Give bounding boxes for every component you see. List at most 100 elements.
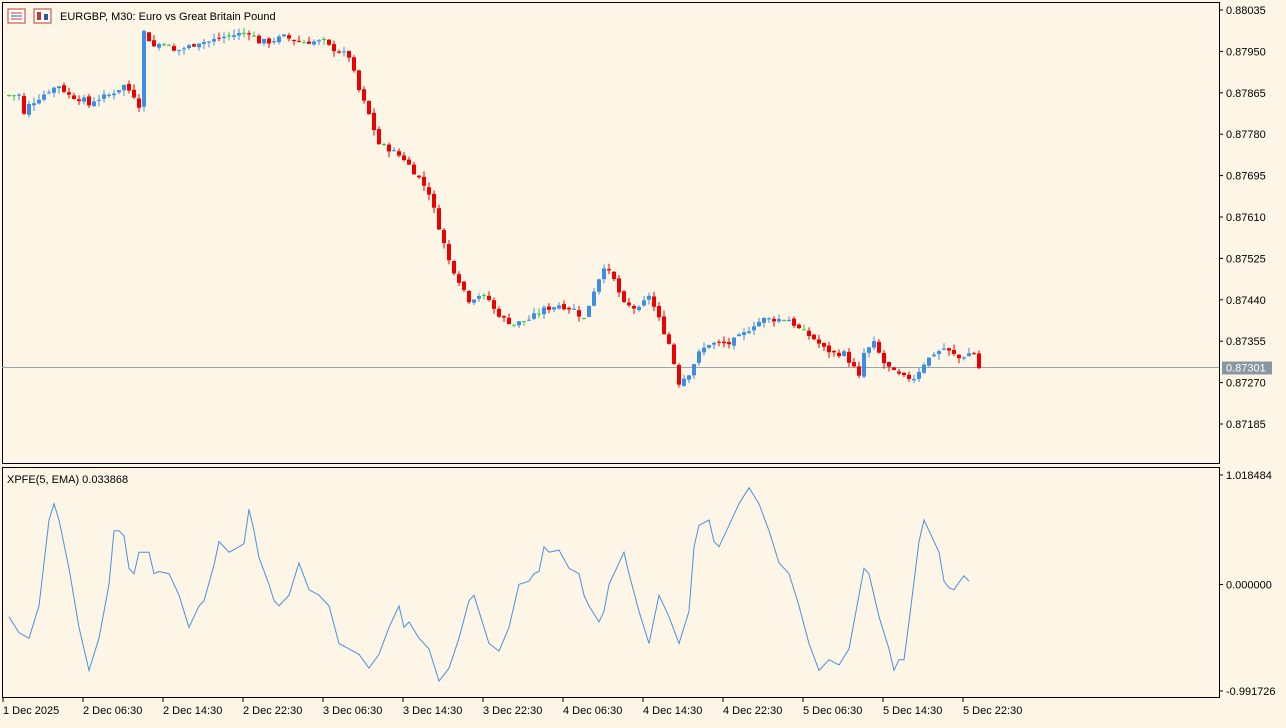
candle[interactable] (507, 313, 511, 325)
candle[interactable] (152, 35, 156, 48)
candle[interactable] (517, 321, 521, 329)
candle[interactable] (312, 39, 316, 46)
candle[interactable] (772, 316, 776, 327)
candle[interactable] (552, 306, 556, 313)
candle[interactable] (257, 33, 261, 44)
xpfe-line[interactable] (8, 486, 970, 683)
candle[interactable] (757, 317, 761, 327)
candle[interactable] (202, 38, 206, 50)
candle[interactable] (217, 32, 221, 42)
candle[interactable] (247, 30, 251, 41)
candle[interactable] (187, 43, 191, 51)
candle[interactable] (87, 93, 91, 108)
candle[interactable] (532, 307, 536, 321)
candle[interactable] (877, 339, 881, 354)
candle[interactable] (912, 374, 916, 384)
candle[interactable] (932, 352, 936, 358)
candle[interactable] (397, 148, 401, 158)
candle[interactable] (477, 293, 481, 302)
candle[interactable] (487, 291, 491, 302)
candle[interactable] (342, 46, 346, 57)
candle[interactable] (662, 310, 666, 335)
candle[interactable] (392, 147, 396, 152)
candle[interactable] (597, 278, 601, 295)
candle[interactable] (777, 314, 781, 324)
candle[interactable] (337, 49, 341, 54)
candle[interactable] (142, 29, 146, 112)
candle[interactable] (52, 86, 56, 98)
candle[interactable] (212, 33, 216, 46)
candle[interactable] (352, 55, 356, 73)
candle[interactable] (457, 271, 461, 287)
candle[interactable] (957, 354, 961, 364)
price-axis[interactable]: 0.88035 0.87950 0.87865 0.87780 0.87695 0.876… (1219, 5, 1272, 431)
chart-window-icon[interactable] (7, 8, 26, 24)
candle[interactable] (887, 361, 891, 372)
candle[interactable] (657, 302, 661, 321)
candle[interactable] (442, 228, 446, 249)
candle[interactable] (192, 43, 196, 47)
candle[interactable] (677, 363, 681, 388)
candle[interactable] (752, 321, 756, 336)
candle[interactable] (602, 264, 606, 284)
candle[interactable] (467, 290, 471, 305)
candle[interactable] (367, 100, 371, 115)
candle[interactable] (407, 156, 411, 166)
candle[interactable] (547, 303, 551, 314)
candle[interactable] (842, 349, 846, 357)
candle[interactable] (107, 93, 111, 98)
candle[interactable] (297, 35, 301, 43)
candle[interactable] (937, 349, 941, 360)
candle[interactable] (707, 344, 711, 349)
candle[interactable] (237, 28, 241, 41)
candle[interactable] (642, 295, 646, 307)
candle[interactable] (947, 347, 951, 356)
candle[interactable] (672, 343, 676, 365)
candle[interactable] (117, 90, 121, 95)
candle[interactable] (797, 323, 801, 329)
candle[interactable] (67, 87, 71, 99)
indicator-pane-frame[interactable] (2, 467, 1220, 698)
candle[interactable] (512, 324, 516, 328)
candle[interactable] (12, 94, 16, 101)
candle[interactable] (682, 374, 686, 387)
candle[interactable] (567, 306, 571, 314)
candle[interactable] (327, 39, 331, 46)
candle[interactable] (7, 94, 11, 97)
candle[interactable] (572, 303, 576, 311)
candle[interactable] (97, 94, 101, 107)
candle[interactable] (577, 305, 581, 322)
candle[interactable] (952, 344, 956, 356)
candle[interactable] (322, 36, 326, 45)
candle[interactable] (882, 350, 886, 369)
candle[interactable] (702, 342, 706, 356)
time-axis[interactable]: 1 Dec 2025 2 Dec 06:30 2 Dec 14:30 2 Dec 22… (2, 697, 1022, 717)
candle[interactable] (287, 32, 291, 42)
indicator-axis[interactable]: 1.018484 0.000000 -0.991726 (1219, 470, 1276, 698)
candle[interactable] (147, 31, 151, 42)
candle[interactable] (852, 358, 856, 368)
candle[interactable] (847, 348, 851, 367)
candle[interactable] (522, 320, 526, 326)
candle[interactable] (262, 38, 266, 46)
candle[interactable] (82, 94, 86, 105)
main-pane-frame[interactable] (2, 2, 1220, 464)
candle[interactable] (582, 317, 586, 320)
candle[interactable] (437, 204, 441, 230)
candle[interactable] (102, 89, 106, 103)
candle[interactable] (272, 37, 276, 45)
candle[interactable] (62, 82, 66, 94)
candle[interactable] (862, 348, 866, 379)
candle[interactable] (687, 374, 691, 384)
candle[interactable] (317, 38, 321, 46)
candle[interactable] (767, 317, 771, 323)
candle[interactable] (727, 337, 731, 349)
candle[interactable] (502, 314, 506, 322)
candle[interactable] (637, 305, 641, 312)
candle[interactable] (132, 84, 136, 99)
candle[interactable] (562, 300, 566, 311)
candle[interactable] (647, 292, 651, 305)
candle[interactable] (872, 336, 876, 351)
candle[interactable] (357, 69, 361, 93)
candle[interactable] (712, 341, 716, 350)
